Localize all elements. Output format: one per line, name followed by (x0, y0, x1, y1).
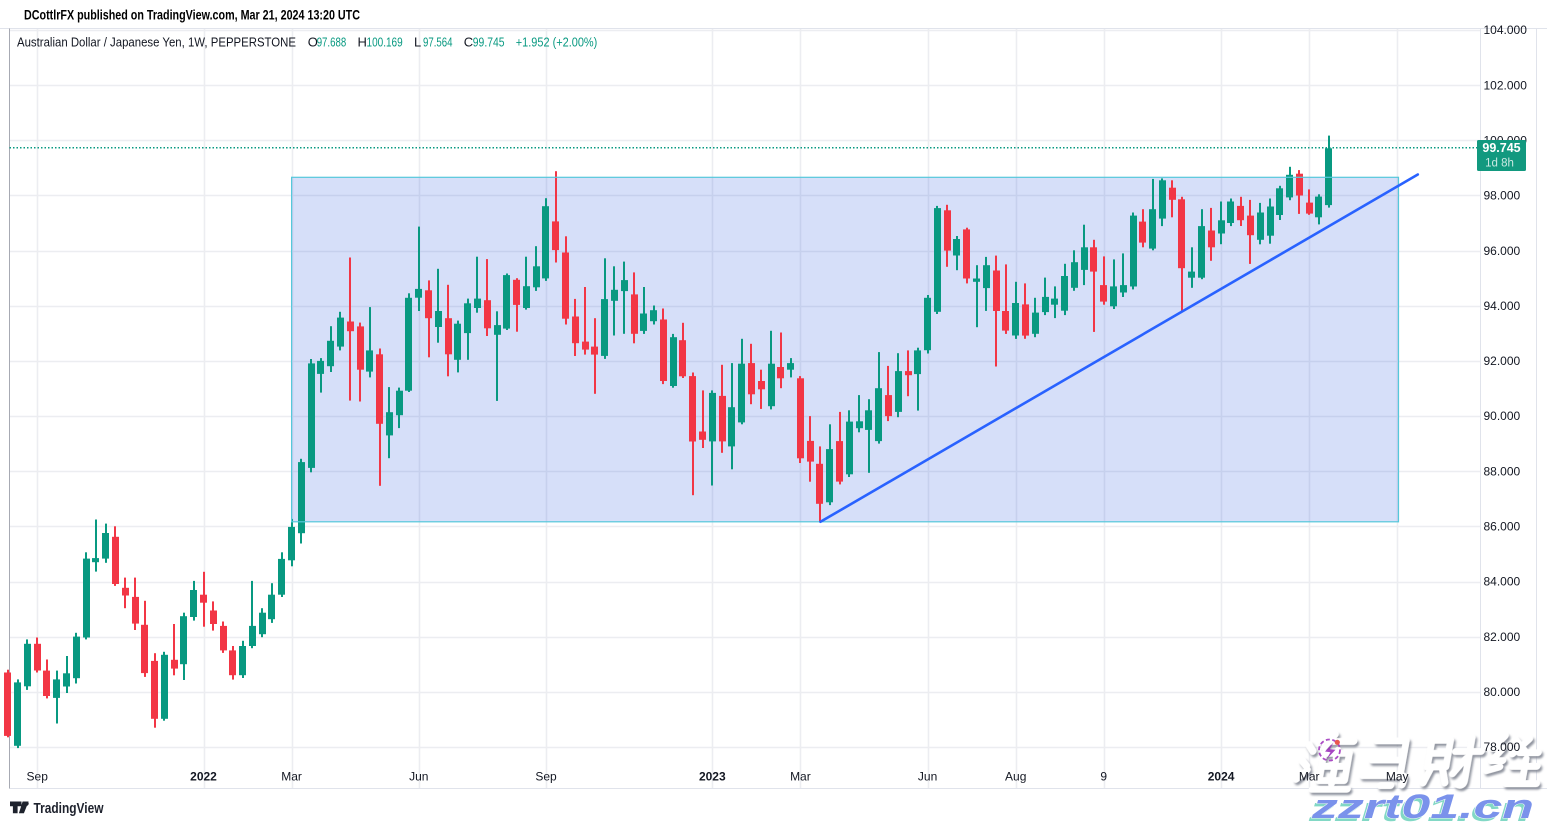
svg-text:90.000: 90.000 (1484, 409, 1521, 423)
svg-text:Mar: Mar (281, 770, 302, 784)
svg-text:9: 9 (1100, 770, 1107, 784)
svg-text:Australian Dollar / Japanese Y: Australian Dollar / Japanese Yen, 1W, PE… (17, 35, 296, 50)
svg-text:2022: 2022 (190, 770, 217, 784)
svg-text:94.000: 94.000 (1484, 299, 1521, 313)
svg-text:Sep: Sep (535, 770, 557, 784)
svg-text:102.000: 102.000 (1484, 78, 1528, 92)
svg-text:1d 8h: 1d 8h (1485, 158, 1514, 170)
svg-text:80.000: 80.000 (1484, 685, 1521, 699)
svg-text:78.000: 78.000 (1484, 740, 1521, 754)
svg-text:DCottlrFX published on Trading: DCottlrFX published on TradingView.com, … (24, 8, 360, 23)
svg-text:104.000: 104.000 (1484, 23, 1528, 37)
svg-text:Jun: Jun (409, 770, 428, 784)
svg-text:86.000: 86.000 (1484, 520, 1521, 534)
svg-text:100.169: 100.169 (367, 35, 403, 50)
svg-text:Aug: Aug (1005, 770, 1026, 784)
svg-text:Mar: Mar (1299, 770, 1320, 784)
svg-text:TradingView: TradingView (34, 800, 104, 817)
svg-text:97.564: 97.564 (423, 35, 453, 50)
svg-text:C: C (464, 35, 473, 50)
svg-text:Jun: Jun (918, 770, 937, 784)
svg-text:+1.952 (+2.00%): +1.952 (+2.00%) (516, 35, 598, 50)
svg-text:96.000: 96.000 (1484, 244, 1521, 258)
svg-text:zzrt01.cn: zzrt01.cn (1307, 791, 1531, 826)
svg-text:2023: 2023 (699, 770, 726, 784)
svg-text:Sep: Sep (27, 770, 49, 784)
svg-text:Mar: Mar (790, 770, 811, 784)
svg-text:99.745: 99.745 (473, 35, 505, 50)
svg-text:99.745: 99.745 (1482, 141, 1520, 155)
svg-text:88.000: 88.000 (1484, 464, 1521, 478)
svg-text:82.000: 82.000 (1484, 630, 1521, 644)
svg-text:98.000: 98.000 (1484, 189, 1521, 203)
svg-text:97.688: 97.688 (317, 35, 347, 50)
svg-text:L: L (414, 35, 421, 50)
svg-text:H: H (358, 35, 367, 50)
svg-text:May: May (1386, 770, 1409, 784)
svg-text:2024: 2024 (1208, 770, 1235, 784)
svg-text:zzrt01.cn: zzrt01.cn (1310, 788, 1534, 826)
svg-text:84.000: 84.000 (1484, 575, 1521, 589)
svg-text:92.000: 92.000 (1484, 354, 1521, 368)
svg-text:O: O (308, 35, 318, 50)
